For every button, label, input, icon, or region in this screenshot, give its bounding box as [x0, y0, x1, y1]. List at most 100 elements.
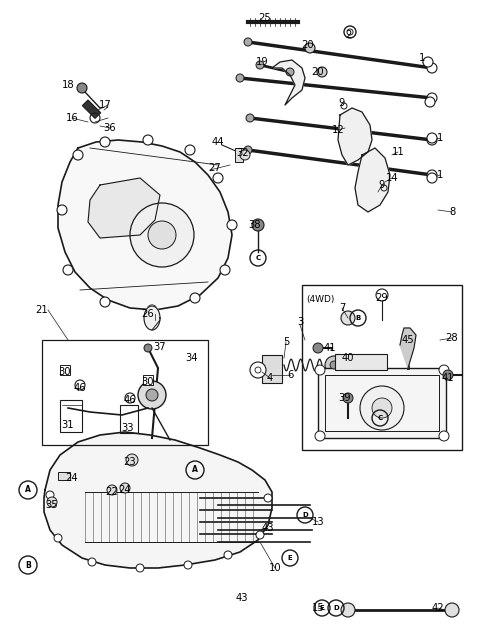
Circle shape [445, 603, 459, 617]
Circle shape [73, 150, 83, 160]
Circle shape [427, 133, 437, 143]
Text: 45: 45 [402, 335, 414, 345]
Bar [83, 100, 101, 118]
Bar [335, 354, 387, 370]
Bar [262, 355, 282, 383]
Polygon shape [355, 148, 390, 212]
Text: 43: 43 [236, 593, 248, 603]
Circle shape [120, 483, 130, 493]
Text: 2: 2 [345, 30, 351, 40]
Circle shape [372, 398, 392, 418]
Circle shape [143, 135, 153, 145]
Text: 42: 42 [432, 603, 444, 613]
Circle shape [190, 293, 200, 303]
Bar [235, 148, 243, 162]
Polygon shape [88, 178, 160, 238]
Circle shape [63, 265, 73, 275]
Text: 39: 39 [339, 393, 351, 403]
Text: 27: 27 [209, 163, 221, 173]
Text: 7: 7 [339, 303, 345, 313]
Circle shape [77, 83, 87, 93]
Text: 3: 3 [297, 317, 303, 327]
Text: 20: 20 [312, 67, 324, 77]
Text: 32: 32 [237, 148, 249, 158]
Circle shape [360, 386, 404, 430]
Bar [318, 368, 446, 438]
Bar [325, 375, 439, 431]
Text: 16: 16 [66, 113, 78, 123]
Circle shape [376, 289, 388, 301]
Circle shape [57, 205, 67, 215]
Circle shape [100, 297, 110, 307]
Text: C: C [255, 255, 261, 261]
Circle shape [146, 389, 158, 401]
Text: 9: 9 [379, 180, 385, 190]
Text: 1: 1 [437, 133, 443, 143]
Circle shape [264, 494, 272, 502]
Circle shape [341, 311, 355, 325]
Polygon shape [144, 306, 160, 330]
Polygon shape [338, 108, 372, 165]
Circle shape [425, 97, 435, 107]
Circle shape [443, 370, 453, 380]
Circle shape [341, 603, 355, 617]
Circle shape [305, 43, 315, 53]
Text: 4: 4 [267, 373, 273, 383]
Circle shape [185, 145, 195, 155]
Bar [120, 405, 138, 433]
Text: 18: 18 [62, 80, 74, 90]
Text: 34: 34 [186, 353, 198, 363]
Text: 41: 41 [324, 343, 336, 353]
Text: 1: 1 [419, 53, 425, 63]
Text: 20: 20 [302, 40, 314, 50]
Text: A: A [25, 485, 31, 495]
Text: 12: 12 [332, 125, 344, 135]
Circle shape [330, 361, 338, 369]
Text: B: B [355, 315, 360, 321]
Text: 26: 26 [142, 309, 155, 319]
Circle shape [227, 220, 237, 230]
Text: B: B [25, 560, 31, 569]
Circle shape [236, 74, 244, 82]
Text: 44: 44 [212, 137, 224, 147]
Circle shape [244, 38, 252, 46]
Circle shape [256, 61, 264, 69]
Text: 31: 31 [62, 420, 74, 430]
Text: 35: 35 [46, 500, 58, 510]
Text: 40: 40 [342, 353, 354, 363]
Bar [302, 285, 462, 450]
Circle shape [224, 551, 232, 559]
Polygon shape [272, 60, 305, 105]
Circle shape [439, 431, 449, 441]
Text: A: A [192, 466, 198, 474]
Circle shape [148, 221, 176, 249]
Circle shape [427, 170, 437, 180]
Circle shape [100, 137, 110, 147]
Text: 33: 33 [122, 423, 134, 433]
Circle shape [246, 114, 254, 122]
Circle shape [75, 380, 85, 390]
Circle shape [125, 393, 135, 403]
Text: 30: 30 [142, 377, 154, 387]
Text: 46: 46 [124, 395, 136, 405]
Circle shape [47, 497, 57, 507]
Text: 41: 41 [442, 373, 454, 383]
Text: E: E [288, 555, 292, 561]
Circle shape [147, 305, 157, 315]
Circle shape [220, 265, 230, 275]
Text: 29: 29 [376, 293, 388, 303]
Text: C: C [377, 415, 383, 421]
Bar [143, 375, 153, 385]
Text: 17: 17 [98, 100, 111, 110]
Circle shape [144, 344, 152, 352]
Circle shape [107, 485, 117, 495]
Circle shape [313, 343, 323, 353]
Text: 25: 25 [259, 13, 271, 23]
Bar [58, 472, 70, 480]
Circle shape [325, 356, 343, 374]
Bar [42, 340, 208, 445]
Circle shape [343, 393, 353, 403]
Text: 1: 1 [437, 170, 443, 180]
Text: 23: 23 [124, 457, 136, 467]
Circle shape [54, 534, 62, 542]
